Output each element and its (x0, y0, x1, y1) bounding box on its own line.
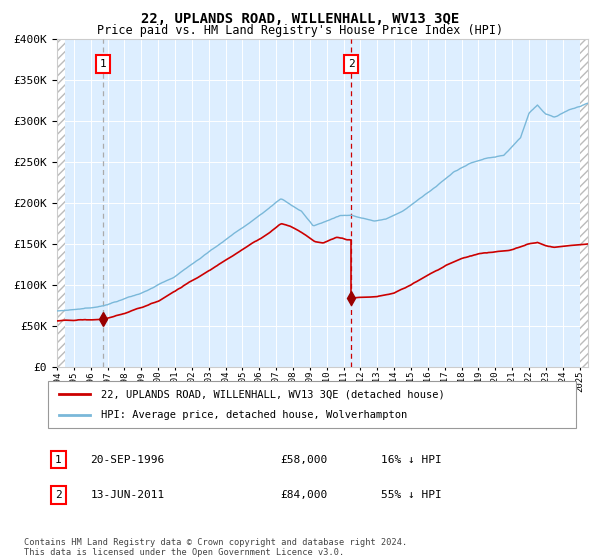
Text: 55% ↓ HPI: 55% ↓ HPI (380, 490, 442, 500)
Text: £58,000: £58,000 (280, 455, 328, 465)
Text: 20-SEP-1996: 20-SEP-1996 (90, 455, 164, 465)
Text: 13-JUN-2011: 13-JUN-2011 (90, 490, 164, 500)
Text: 1: 1 (55, 455, 62, 465)
Text: HPI: Average price, detached house, Wolverhampton: HPI: Average price, detached house, Wolv… (101, 410, 407, 420)
Text: 2: 2 (55, 490, 62, 500)
Text: 2: 2 (348, 59, 355, 69)
Text: 22, UPLANDS ROAD, WILLENHALL, WV13 3QE: 22, UPLANDS ROAD, WILLENHALL, WV13 3QE (141, 12, 459, 26)
Text: 22, UPLANDS ROAD, WILLENHALL, WV13 3QE (detached house): 22, UPLANDS ROAD, WILLENHALL, WV13 3QE (… (101, 389, 445, 399)
Text: 16% ↓ HPI: 16% ↓ HPI (380, 455, 442, 465)
Text: £84,000: £84,000 (280, 490, 328, 500)
FancyBboxPatch shape (48, 381, 576, 428)
Text: 1: 1 (100, 59, 106, 69)
Bar (57, 39, 65, 367)
Bar (580, 39, 588, 367)
Text: Price paid vs. HM Land Registry's House Price Index (HPI): Price paid vs. HM Land Registry's House … (97, 24, 503, 36)
Text: Contains HM Land Registry data © Crown copyright and database right 2024.
This d: Contains HM Land Registry data © Crown c… (24, 538, 407, 557)
